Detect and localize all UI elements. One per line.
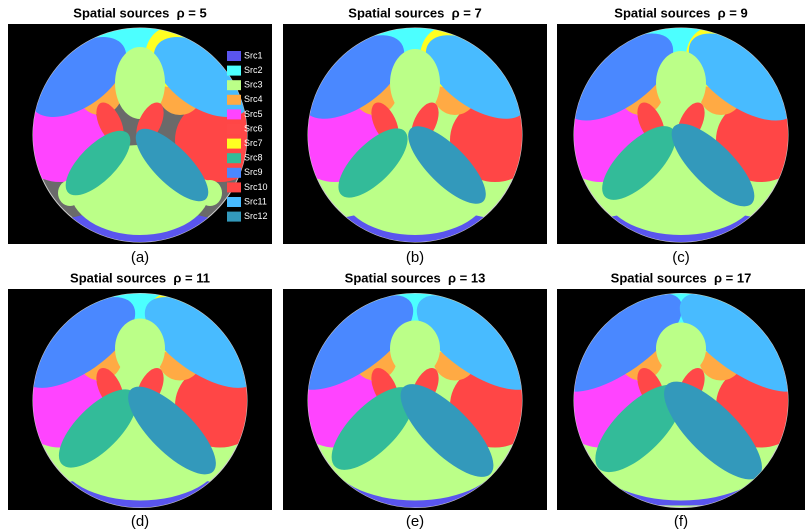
legend-swatch [227, 95, 241, 105]
panel-caption: (f) [674, 513, 688, 530]
legend-swatch [227, 109, 241, 119]
figure: Spatial sources ρ = 5 (a) Spatial sources … [0, 0, 811, 532]
panel-title: Spatial sources ρ = 9 [614, 5, 747, 20]
legend-swatch [227, 139, 241, 149]
legend-swatch [227, 197, 241, 207]
legend-label: Src2 [244, 65, 263, 75]
legend-swatch [227, 124, 241, 134]
legend-swatch [227, 212, 241, 222]
legend-label: Src3 [244, 80, 263, 90]
legend-label: Src9 [244, 167, 263, 177]
legend-label: Src1 [244, 50, 263, 60]
page: Spatial sources ρ = 5 (a) Spatial sources … [0, 0, 811, 532]
panel-caption: (c) [672, 249, 690, 266]
source [656, 323, 706, 375]
legend-label: Src8 [244, 153, 263, 163]
panel-title: Spatial sources ρ = 17 [611, 270, 752, 285]
legend-label: Src4 [244, 94, 263, 104]
legend-label: Src11 [244, 196, 267, 206]
legend-swatch [227, 182, 241, 192]
legend-label: Src7 [244, 138, 263, 148]
panel-title: Spatial sources ρ = 7 [348, 5, 481, 20]
panel-caption: (b) [406, 249, 424, 266]
panel-title: Spatial sources ρ = 5 [73, 5, 206, 20]
legend-label: Src5 [244, 109, 263, 119]
panel-title: Spatial sources ρ = 11 [70, 270, 210, 285]
panel-caption: (a) [131, 249, 149, 266]
legend-swatch [227, 80, 241, 90]
legend-label: Src10 [244, 182, 268, 192]
legend-label: Src12 [244, 211, 268, 221]
legend-swatch [227, 51, 241, 61]
legend-swatch [227, 168, 241, 178]
panel-caption: (e) [406, 513, 424, 530]
panel-caption: (d) [131, 513, 149, 530]
legend-swatch [227, 153, 241, 163]
legend-swatch [227, 66, 241, 76]
legend-label: Src6 [244, 123, 263, 133]
panel-title: Spatial sources ρ = 13 [345, 270, 486, 285]
